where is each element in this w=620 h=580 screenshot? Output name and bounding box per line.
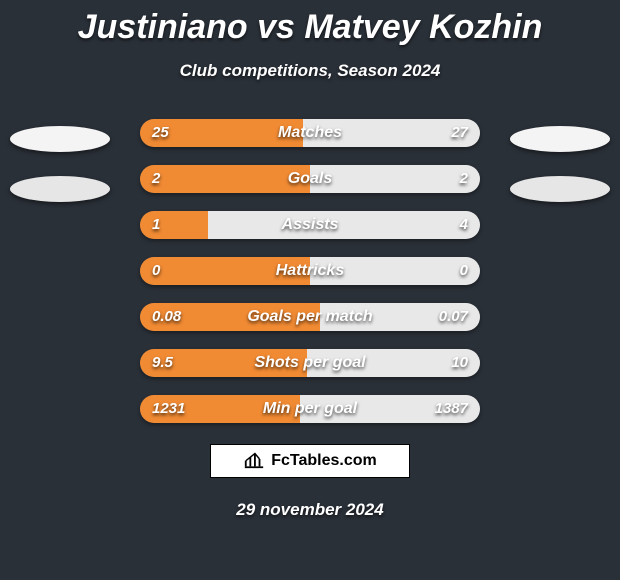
stats-container: 2527Matches22Goals14Assists00Hattricks0.… (0, 119, 620, 423)
stat-label: Shots per goal (140, 349, 480, 377)
stat-label: Goals (140, 165, 480, 193)
stat-label: Hattricks (140, 257, 480, 285)
stat-row: 9.510Shots per goal (0, 349, 620, 377)
stat-row: 00Hattricks (0, 257, 620, 285)
stat-label: Min per goal (140, 395, 480, 423)
stat-row: 0.080.07Goals per match (0, 303, 620, 331)
brand-badge[interactable]: FcTables.com (210, 444, 410, 478)
stat-label: Assists (140, 211, 480, 239)
stat-label: Matches (140, 119, 480, 147)
stat-row: 14Assists (0, 211, 620, 239)
right-team-ellipse (510, 176, 610, 202)
left-team-ellipse (10, 176, 110, 202)
stat-label: Goals per match (140, 303, 480, 331)
left-team-ellipse (10, 126, 110, 152)
right-team-ellipse (510, 126, 610, 152)
date-label: 29 november 2024 (0, 500, 620, 520)
subtitle: Club competitions, Season 2024 (0, 61, 620, 81)
page-title: Justiniano vs Matvey Kozhin (0, 0, 620, 47)
chart-icon (243, 448, 265, 475)
brand-text: FcTables.com (271, 452, 377, 470)
stat-row: 12311387Min per goal (0, 395, 620, 423)
